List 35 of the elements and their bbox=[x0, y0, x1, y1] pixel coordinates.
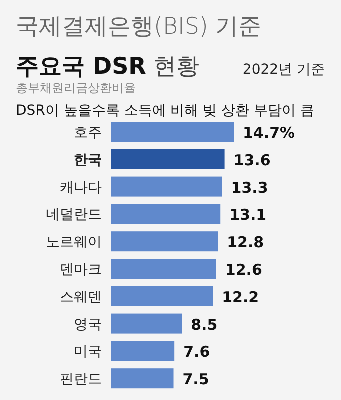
bar bbox=[111, 122, 234, 142]
data-label: 13.3 bbox=[231, 178, 268, 197]
y-tick-label: 한국 bbox=[74, 152, 102, 168]
bar bbox=[111, 232, 218, 252]
chart-subtitle: 주요국 DSR 현황 bbox=[16, 54, 200, 80]
bar bbox=[111, 286, 214, 306]
data-label: 12.6 bbox=[225, 261, 262, 279]
data-label: 12.2 bbox=[222, 288, 260, 306]
data-label: 13.6 bbox=[234, 151, 271, 170]
data-label: 14.7% bbox=[243, 124, 296, 142]
bar bbox=[111, 176, 222, 197]
text: DSR이 높을수록 소득에 비해 빚 상환 부담이 큼 bbox=[16, 103, 315, 119]
text: 2022년 기준 bbox=[242, 62, 325, 78]
data-label: 7.5 bbox=[182, 370, 210, 389]
y-tick-label: 네덜란드 bbox=[46, 207, 102, 224]
bar bbox=[111, 149, 225, 170]
y-tick-label: 미국 bbox=[74, 344, 102, 360]
data-label: 8.5 bbox=[191, 316, 218, 334]
data-label: 12.8 bbox=[227, 234, 264, 252]
bar bbox=[111, 204, 221, 224]
text: 총부채원리금상환비율 bbox=[16, 81, 136, 95]
bar bbox=[111, 368, 174, 389]
y-tick-label: 덴마크 bbox=[60, 262, 102, 278]
y-tick-label: 스웨덴 bbox=[60, 289, 102, 306]
y-tick-label: 노르웨이 bbox=[46, 234, 102, 251]
bar bbox=[111, 259, 216, 279]
y-tick-label: 캐나다 bbox=[60, 180, 102, 196]
data-label: 13.1 bbox=[230, 206, 267, 224]
chart-title: 국제결제은행(BIS) 기준 bbox=[16, 14, 262, 40]
bar bbox=[111, 341, 175, 362]
y-tick-label: 호주 bbox=[74, 125, 102, 141]
y-tick-label: 영국 bbox=[74, 316, 102, 333]
y-tick-label: 핀란드 bbox=[60, 372, 102, 388]
data-label: 7.6 bbox=[184, 343, 210, 362]
bar bbox=[111, 314, 182, 334]
